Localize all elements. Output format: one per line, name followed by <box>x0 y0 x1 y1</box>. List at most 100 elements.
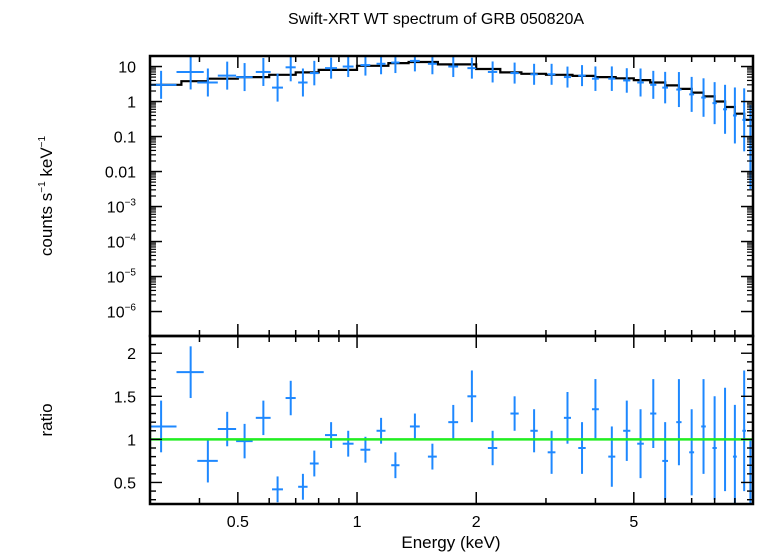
ratio-point <box>360 436 371 463</box>
y-tick-label: 1 <box>127 95 136 112</box>
y-tick-label: 0.1 <box>114 130 136 147</box>
y-tick-label: 0.01 <box>105 165 136 182</box>
ratio-point <box>650 379 657 448</box>
spectrum-point <box>637 68 644 97</box>
spectrum-point <box>732 87 737 144</box>
spectrum-point <box>217 61 237 90</box>
spectrum-point <box>360 56 371 76</box>
ratio-point <box>510 396 519 431</box>
ratio-point <box>742 370 746 492</box>
ratio-point <box>749 439 752 504</box>
spectrum-point <box>272 73 283 102</box>
ratio-point <box>236 423 253 459</box>
ratio-panel: 0.5 1 1.5 2 <box>114 334 755 506</box>
y-tick-label: 10−4 <box>107 233 137 252</box>
ratio-point <box>701 379 706 474</box>
ratio-y-axis-label: ratio <box>37 403 56 436</box>
spectrum-point <box>197 68 218 97</box>
y-tick-label: 1 <box>127 432 136 449</box>
spectrum-point <box>409 56 420 72</box>
spectrum-point <box>591 66 599 91</box>
ratio-point <box>591 379 599 440</box>
spectrum-panel: 10 1 0.1 0.01 10−3 10−4 10−5 10−6 <box>105 54 755 338</box>
spectrum-point <box>487 61 498 83</box>
ratio-point <box>197 439 218 483</box>
ratio-point <box>176 346 204 399</box>
spectrum-frame <box>148 54 755 338</box>
spectrum-ticks <box>149 55 754 336</box>
ratio-point <box>623 400 631 461</box>
y-tick-label: 1.5 <box>114 389 136 406</box>
ratio-point <box>712 396 717 500</box>
spectrum-point <box>650 70 657 99</box>
spectrum-point <box>176 56 204 90</box>
chart-title: Swift-XRT WT spectrum of GRB 050820A <box>288 11 584 28</box>
y-tick-label: 2 <box>127 346 136 363</box>
y-tick-label: 10−3 <box>107 198 137 217</box>
ratio-point <box>732 404 737 504</box>
spectrum-point <box>510 62 519 84</box>
ratio-ticks <box>149 335 754 504</box>
spectrum-y-axis-label: counts s−1 keV−1 <box>37 135 56 256</box>
ratio-point <box>637 409 644 479</box>
x-axis-label: Energy (keV) <box>401 533 500 552</box>
spectrum-point <box>662 71 668 104</box>
x-tick-label: 5 <box>629 514 638 531</box>
spectrum-point <box>608 66 616 91</box>
spectrum-point <box>236 63 253 92</box>
spectrum-point <box>391 56 400 74</box>
ratio-point <box>662 422 668 500</box>
spectrum-point <box>563 66 571 88</box>
ratio-point <box>578 422 586 474</box>
y-tick-label: 10−5 <box>107 268 137 287</box>
ratio-point <box>255 400 271 436</box>
spectrum-point <box>712 82 717 125</box>
ratio-point <box>309 450 319 477</box>
spectrum-points <box>150 56 753 190</box>
ratio-point <box>467 370 477 423</box>
ratio-point <box>285 380 296 416</box>
spectrum-point <box>324 57 337 79</box>
spectrum-point <box>530 63 538 85</box>
x-tick-label: 2 <box>472 514 481 531</box>
y-tick-label: 10−6 <box>107 303 137 322</box>
spectrum-point <box>448 56 459 78</box>
x-tick-label: 1 <box>353 514 362 531</box>
spectrum-point <box>723 84 728 134</box>
ratio-point <box>608 426 616 487</box>
spectrum-point <box>623 68 631 93</box>
spectrum-point <box>342 56 354 78</box>
spectrum-point <box>742 88 746 152</box>
spectrum-point <box>285 56 296 82</box>
spectrum-point <box>578 65 586 87</box>
spectrum-point <box>309 60 319 86</box>
ratio-point <box>676 379 682 466</box>
model-curve-group <box>150 60 753 123</box>
ratio-y-tick-labels: 0.5 1 1.5 2 <box>114 346 136 492</box>
spectrum-point <box>298 68 308 97</box>
ratio-point <box>217 411 237 447</box>
ratio-point <box>530 409 538 453</box>
ratio-point <box>150 400 177 453</box>
ratio-point <box>409 413 420 440</box>
spectrum-y-tick-labels: 10 1 0.1 0.01 10−3 10−4 10−5 10−6 <box>105 60 137 322</box>
spectrum-point <box>547 63 556 85</box>
model-curve <box>150 60 753 123</box>
ratio-point <box>272 476 283 503</box>
ratio-point <box>427 443 437 470</box>
ratio-point <box>324 422 337 448</box>
ratio-point <box>563 392 571 444</box>
ratio-point <box>487 430 498 466</box>
spectrum-point <box>255 57 271 86</box>
ratio-point <box>448 404 459 440</box>
ratio-point <box>689 409 695 496</box>
y-tick-label: 10 <box>118 60 136 77</box>
ratio-point <box>342 430 354 457</box>
spectrum-point <box>676 72 682 108</box>
x-tick-labels: 0.5 1 2 5 <box>227 514 639 531</box>
spectrum-point <box>689 76 695 112</box>
ratio-point <box>547 430 556 474</box>
ratio-point <box>391 452 400 479</box>
ratio-point <box>298 473 308 500</box>
